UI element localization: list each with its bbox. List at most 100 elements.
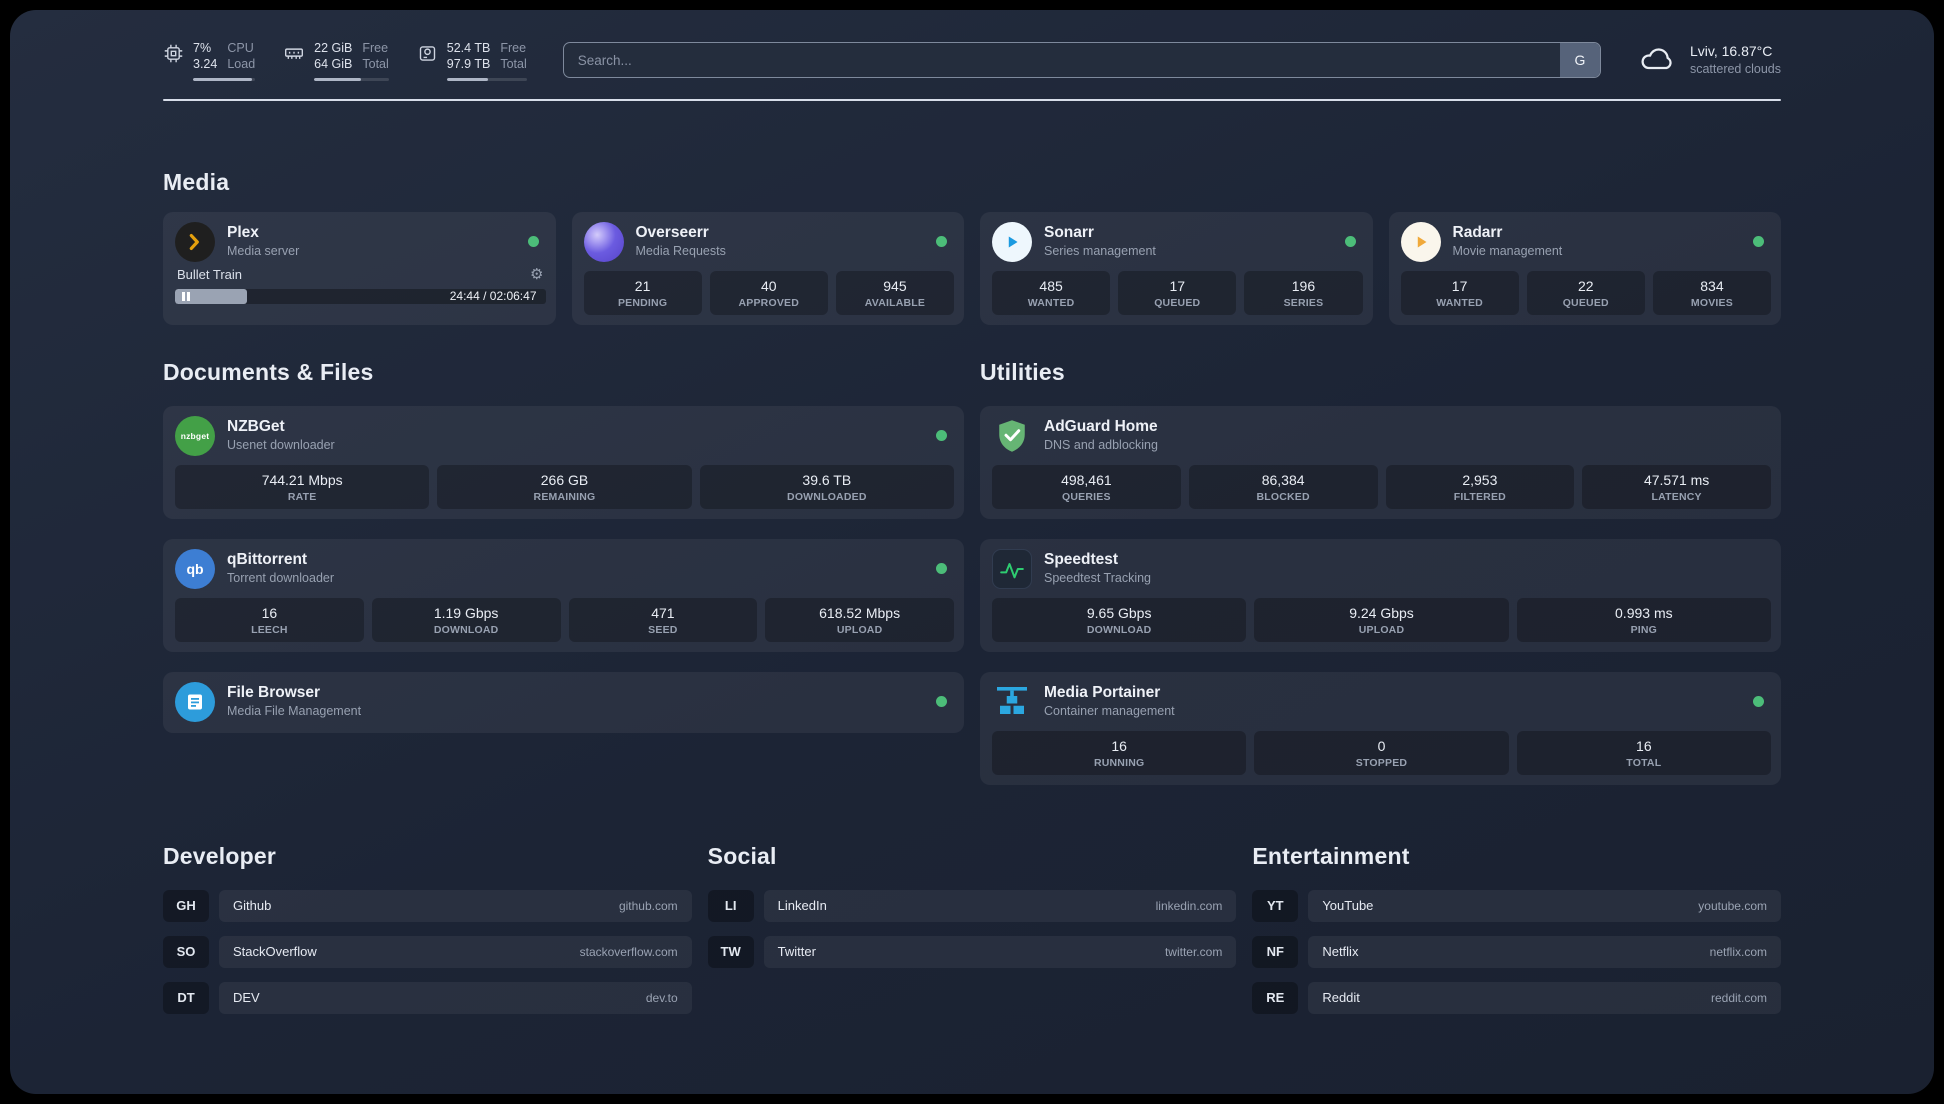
section-utilities: Utilities AdGuard Home DNS and adblockin… — [980, 359, 1781, 785]
portainer-icon — [992, 682, 1032, 722]
stat-stopped: 0 STOPPED — [1254, 730, 1509, 775]
section-title-social: Social — [707, 842, 777, 869]
topbar: 7% 3.24 CPU Load — [163, 40, 1781, 81]
memory-usage-bar — [314, 77, 389, 81]
app-subtitle: Container management — [1044, 704, 1175, 719]
overseerr-icon — [583, 221, 624, 262]
app-card-overseerr[interactable]: Overseerr Media Requests 21 PENDING 40 A… — [571, 211, 964, 325]
app-subtitle: DNS and adblocking — [1044, 438, 1158, 453]
bookmark-name: Reddit — [1322, 990, 1360, 1005]
memory-total-label: Total — [362, 57, 389, 72]
cpu-widget: 7% 3.24 CPU Load — [163, 40, 256, 81]
stat-movies: 834 MOVIES — [1652, 270, 1772, 315]
resource-widgets: 7% 3.24 CPU Load — [163, 40, 527, 81]
status-dot — [527, 236, 539, 247]
stat-upload: 618.52 Mbps UPLOAD — [765, 597, 954, 642]
bookmark-github[interactable]: GH Github github.com — [163, 889, 692, 922]
bookmark-name: YouTube — [1322, 898, 1374, 913]
memory-total-value: 64 GiB — [314, 57, 353, 72]
app-title: File Browser — [227, 684, 321, 702]
bookmark-name: Twitter — [777, 944, 816, 959]
bookmark-group-social: Social LI LinkedIn linkedin.com TW Twitt… — [707, 842, 1237, 982]
search-input[interactable] — [562, 42, 1601, 79]
app-card-plex[interactable]: Plex Media server Bullet Train ⚙ — [163, 211, 556, 325]
memory-free-label: Free — [362, 41, 389, 55]
playback-progress-bar[interactable]: 24:44 / 02:06:47 — [175, 288, 546, 304]
app-card-qbittorrent[interactable]: qb qBittorrent Torrent downloader 16 LEE… — [163, 538, 964, 652]
speedtest-icon — [992, 548, 1032, 589]
plex-icon — [175, 221, 215, 262]
app-card-speedtest[interactable]: Speedtest Speedtest Tracking 9.65 Gbps D… — [980, 538, 1781, 652]
status-dot — [936, 430, 947, 441]
app-card-nzbget[interactable]: nzbget NZBGet Usenet downloader 744.21 M… — [163, 405, 964, 519]
bookmark-url: twitter.com — [1164, 944, 1223, 959]
app-title: Speedtest — [1044, 551, 1119, 569]
file-browser-icon — [175, 681, 215, 722]
memory-free-value: 22 GiB — [314, 41, 353, 55]
bookmark-youtube[interactable]: YT YouTube youtube.com — [1252, 889, 1781, 922]
nzbget-icon: nzbget — [175, 415, 215, 456]
stat-approved: 40 APPROVED — [709, 270, 828, 315]
stat-remaining: 266 GB REMAINING — [437, 464, 692, 509]
bookmark-dev[interactable]: DT DEV dev.to — [163, 981, 692, 1014]
bookmark-netflix[interactable]: NF Netflix netflix.com — [1252, 935, 1781, 968]
stat-wanted: 17 WANTED — [1400, 270, 1519, 315]
app-card-adguard[interactable]: AdGuard Home DNS and adblocking 498,461 … — [980, 405, 1781, 519]
bookmark-url: youtube.com — [1698, 898, 1767, 913]
bookmark-abbr: DT — [163, 981, 209, 1014]
app-card-portainer[interactable]: Media Portainer Container management 16 … — [980, 671, 1781, 785]
section-title-media: Media — [163, 168, 230, 195]
app-title: Radarr — [1452, 224, 1503, 242]
now-playing-title: Bullet Train — [177, 266, 243, 282]
section-title-developer: Developer — [163, 842, 277, 869]
bookmark-reddit[interactable]: RE Reddit reddit.com — [1252, 981, 1781, 1014]
bookmark-abbr: RE — [1252, 981, 1299, 1014]
topbar-divider — [163, 98, 1781, 101]
app-title: Sonarr — [1044, 224, 1094, 242]
stat-rate: 744.21 Mbps RATE — [175, 464, 430, 509]
status-dot — [1344, 236, 1356, 247]
status-dot — [1753, 696, 1764, 707]
app-subtitle: Media File Management — [227, 704, 362, 719]
bookmark-abbr: TW — [707, 935, 754, 968]
stat-total: 16 TOTAL — [1516, 730, 1771, 775]
plex-now-playing: Bullet Train ⚙ 24:44 / 02:06:47 — [175, 266, 546, 304]
disk-total-label: Total — [500, 57, 527, 72]
status-dot — [936, 696, 947, 707]
stat-download: 1.19 Gbps DOWNLOAD — [371, 597, 561, 642]
bookmark-abbr: LI — [707, 889, 754, 922]
app-subtitle: Movie management — [1452, 244, 1563, 259]
status-dot — [1753, 236, 1764, 247]
search-provider-button[interactable]: G — [1559, 43, 1600, 78]
weather-condition: scattered clouds — [1689, 62, 1781, 77]
settings-gear-icon[interactable]: ⚙ — [530, 265, 544, 283]
bookmark-url: github.com — [618, 898, 678, 913]
memory-widget: 22 GiB 64 GiB Free Total — [283, 40, 389, 81]
bookmark-url: dev.to — [645, 990, 678, 1005]
app-card-filebrowser[interactable]: File Browser Media File Management — [163, 671, 964, 733]
pause-icon[interactable] — [182, 291, 190, 301]
cpu-label: CPU — [227, 41, 254, 55]
app-title: Overseerr — [635, 224, 709, 242]
section-media: Media Plex Media server — [163, 169, 1781, 325]
status-dot — [936, 236, 947, 247]
cloud-icon — [1637, 43, 1677, 78]
stat-blocked: 86,384 BLOCKED — [1188, 464, 1378, 509]
stat-queries: 498,461 QUERIES — [992, 464, 1181, 509]
dashboard-panel: 7% 3.24 CPU Load — [10, 10, 1934, 1094]
app-card-sonarr[interactable]: Sonarr Series management 485 WANTED 17 Q… — [980, 211, 1373, 325]
bookmark-stackoverflow[interactable]: SO StackOverflow stackoverflow.com — [163, 935, 692, 968]
qbittorrent-icon: qb — [175, 548, 215, 589]
cpu-load-label: Load — [227, 57, 256, 72]
weather-widget: Lviv, 16.87°C scattered clouds — [1637, 42, 1781, 78]
bookmark-twitter[interactable]: TW Twitter twitter.com — [707, 935, 1237, 968]
app-card-radarr[interactable]: Radarr Movie management 17 WANTED 22 QUE… — [1388, 211, 1781, 325]
bookmark-linkedin[interactable]: LI LinkedIn linkedin.com — [707, 889, 1237, 922]
app-title: qBittorrent — [227, 551, 308, 569]
app-subtitle: Usenet downloader — [227, 438, 335, 453]
bookmark-abbr: SO — [163, 935, 209, 968]
weather-location-temp: Lviv, 16.87°C — [1689, 43, 1773, 60]
stat-seed: 471 SEED — [568, 597, 758, 642]
playback-time: 24:44 / 02:06:47 — [449, 288, 537, 303]
stat-downloaded: 39.6 TB DOWNLOADED — [699, 464, 954, 509]
